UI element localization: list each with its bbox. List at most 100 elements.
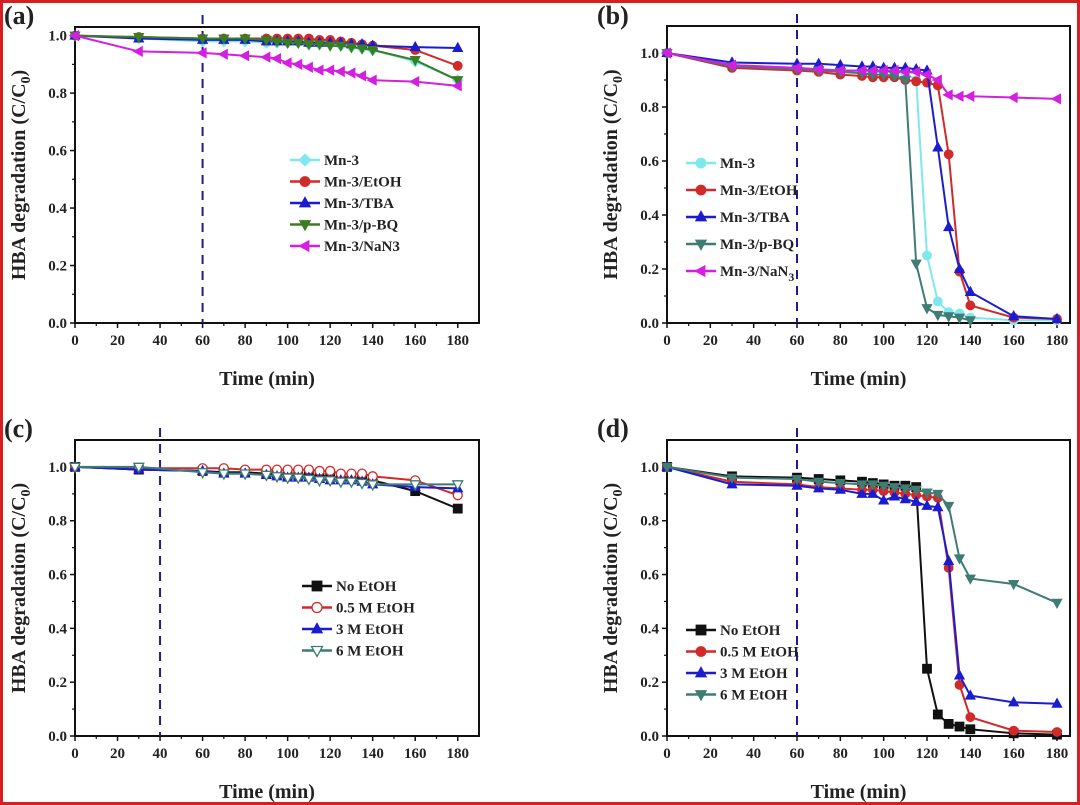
data-point: [334, 65, 345, 78]
data-point: [921, 499, 933, 510]
y-tick-label: 0.4: [640, 621, 659, 637]
legend-item: 6 M EtOH: [302, 644, 404, 660]
data-point: [356, 478, 369, 490]
data-point: [451, 480, 464, 492]
y-tick-label: 0.6: [640, 568, 659, 584]
data-point: [932, 310, 944, 322]
data-point: [943, 220, 955, 232]
data-point: [238, 50, 250, 62]
legend-label: No EtOH: [720, 623, 781, 639]
legend-item: Mn-3/NaN3: [686, 264, 794, 284]
x-tick-label: 100: [872, 746, 895, 762]
legend-label: Mn-3: [720, 156, 755, 172]
data-point: [1051, 598, 1063, 610]
y-tick-label: 0.2: [640, 262, 659, 278]
legend-item: 0.5 M EtOH: [686, 645, 799, 661]
legend-marker: [695, 624, 707, 636]
data-point: [910, 485, 922, 497]
x-axis-title: Time (min): [219, 368, 315, 390]
data-point: [313, 40, 326, 51]
legend: Mn-3 Mn-3/EtOH Mn-3/TBA Mn-3/p-BQ Mn-3/NaN3: [290, 153, 402, 255]
legend-item: 3 M EtOH: [686, 666, 788, 682]
x-tick-label: 100: [276, 746, 299, 762]
data-point: [660, 47, 671, 59]
legend-marker: [298, 220, 312, 232]
legend: Mn-3 Mn-3/EtOH Mn-3/TBA Mn-3/p-BQ Mn-3/NaN3: [686, 156, 798, 284]
data-point: [451, 80, 462, 92]
data-point: [953, 262, 966, 274]
data-point: [812, 63, 823, 75]
data-point: [1007, 91, 1018, 104]
legend-label: Mn-3/EtOH: [324, 175, 402, 191]
data-point: [260, 470, 273, 482]
data-point: [324, 476, 337, 488]
y-tick-label: 0.8: [48, 514, 67, 530]
legend-marker: [298, 196, 312, 208]
x-tick-label: 80: [238, 333, 253, 349]
legend-label: 0.5 M EtOH: [720, 645, 799, 661]
legend-item: 3 M EtOH: [302, 622, 404, 638]
data-point: [855, 64, 866, 77]
x-axis-title: Time (min): [811, 781, 907, 803]
data-point: [452, 76, 464, 87]
data-point: [965, 712, 976, 723]
data-point: [932, 709, 943, 720]
x-tick-label: 140: [361, 746, 384, 762]
data-point: [292, 473, 305, 485]
data-point: [239, 469, 252, 481]
x-tick-label: 40: [153, 746, 168, 762]
x-tick-label: 160: [1002, 333, 1025, 349]
data-point: [726, 473, 738, 484]
data-point: [965, 300, 976, 311]
legend-label: 0.5 M EtOH: [336, 601, 415, 617]
panel-c: (c) 0 20 40 60 80 100 120 140 160 180 0.0 0.2 0.4 0.6 0…: [4, 414, 480, 803]
data-point: [899, 66, 910, 78]
data-point: [132, 45, 143, 58]
data-point: [899, 76, 911, 87]
data-point: [239, 34, 251, 45]
data-point: [856, 487, 868, 498]
data-point: [303, 40, 315, 51]
panel-a: (a) 0 20 40 60 80 100 120 140 160 180 0.0 0.2 0.4 0.6 0…: [4, 1, 480, 390]
x-tick-label: 80: [833, 746, 848, 762]
y-tick-label: 0.0: [640, 729, 659, 745]
legend-label: Mn-3/p-BQ: [720, 237, 795, 253]
y-tick-label: 0.8: [640, 100, 659, 116]
data-point: [324, 41, 336, 52]
data-point: [196, 47, 207, 59]
x-tick-label: 180: [446, 746, 469, 762]
legend-label: 6 M EtOH: [336, 644, 404, 660]
legend-marker: [311, 601, 323, 614]
data-point: [953, 90, 964, 102]
x-tick-label: 0: [71, 333, 79, 349]
data-point: [302, 474, 315, 486]
y-tick-label: 0.4: [640, 208, 659, 224]
x-tick-label: 60: [790, 333, 805, 349]
data-point: [367, 45, 379, 57]
data-point: [281, 57, 292, 69]
legend-label: Mn-3/p-BQ: [324, 218, 399, 234]
data-point: [452, 41, 464, 52]
data-point: [866, 64, 877, 77]
series-mn-3-p-bq: [69, 31, 464, 87]
y-axis-title: HBA degradation (C/C0): [8, 70, 34, 280]
legend: No EtOH 0.5 M EtOH 3 M EtOH 6 M EtOH: [686, 623, 799, 704]
data-point: [856, 480, 868, 491]
data-point: [345, 67, 356, 79]
data-point: [943, 149, 954, 160]
x-tick-label: 20: [703, 746, 718, 762]
series-mn-3-nan3: [660, 47, 1061, 105]
legend-marker: [298, 239, 310, 253]
series-mn-3-p-bq: [661, 49, 976, 327]
panel-d: (d) 0 20 40 60 80 100 120 140 160 180 0.0 0.2 0.4 0.6 0…: [597, 414, 1071, 803]
panel-label: (b): [597, 1, 629, 30]
data-point: [964, 285, 976, 296]
data-point: [909, 66, 921, 78]
legend-label: Mn-3/TBA: [720, 210, 790, 226]
y-tick-label: 0.4: [48, 621, 67, 637]
legend-item: 6 M EtOH: [686, 688, 788, 704]
y-tick-label: 0.0: [48, 729, 67, 745]
panel-label: (d): [597, 414, 629, 443]
